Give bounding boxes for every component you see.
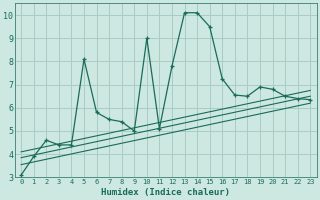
X-axis label: Humidex (Indice chaleur): Humidex (Indice chaleur): [101, 188, 230, 197]
